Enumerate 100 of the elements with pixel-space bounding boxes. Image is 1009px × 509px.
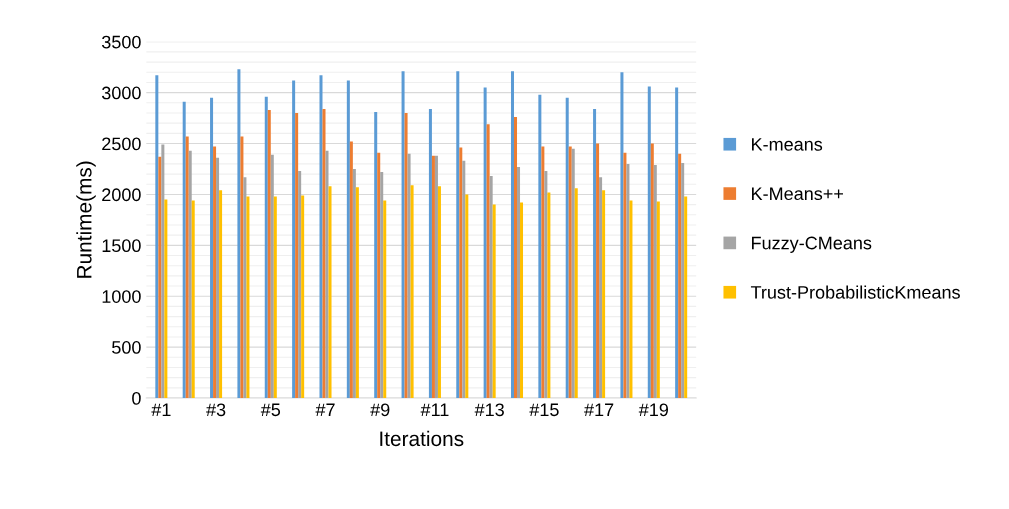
bar (459, 147, 463, 399)
y-tick-label: 3500 (101, 35, 141, 49)
bar (374, 111, 378, 399)
bar (377, 152, 381, 399)
bar (629, 200, 633, 399)
bar (325, 150, 329, 399)
bar (410, 185, 414, 399)
bar (219, 190, 223, 399)
bar (623, 152, 627, 399)
legend-label: K-Means++ (752, 187, 843, 201)
bar (599, 177, 603, 399)
bar (489, 176, 493, 399)
bar (191, 200, 195, 399)
bar (355, 187, 359, 399)
bar (544, 171, 548, 399)
bar (565, 97, 569, 399)
bar (678, 153, 682, 399)
bar (188, 150, 192, 399)
x-axis-title: Iterations (380, 430, 464, 447)
legend-label: K-means (752, 138, 823, 151)
y-axis-title: Runtime(ms) (76, 161, 96, 278)
bar (301, 195, 305, 399)
x-tick-label: #1 (151, 403, 171, 416)
bar (596, 143, 600, 399)
bar (349, 141, 353, 399)
x-tick-label: #3 (206, 403, 226, 417)
bar (407, 153, 411, 399)
bar (237, 69, 241, 399)
bar (401, 71, 405, 399)
bar (295, 113, 299, 399)
legend-label: Trust-ProbabilisticKmeans (750, 285, 960, 299)
bar (656, 201, 660, 399)
bar (246, 196, 250, 399)
bar (322, 108, 326, 399)
bar (462, 160, 466, 399)
bar (647, 86, 651, 399)
bar (161, 144, 165, 399)
bar (158, 156, 162, 399)
y-tick-label: 500 (112, 341, 141, 354)
bar (328, 186, 332, 399)
y-tick-label: 0 (132, 391, 141, 405)
bar (155, 75, 159, 399)
y-tick-label: 1500 (102, 239, 141, 253)
bar (514, 117, 518, 399)
x-tick-label: #7 (315, 403, 335, 416)
bar (547, 192, 551, 399)
bar (292, 80, 296, 399)
x-tick-label: #5 (260, 403, 281, 417)
bar (602, 190, 606, 399)
bar (653, 164, 657, 399)
bar (681, 162, 685, 399)
bar (383, 200, 387, 399)
bar (428, 108, 432, 399)
x-tick-label: #11 (420, 403, 449, 416)
bar (240, 136, 244, 399)
bar (541, 146, 545, 399)
y-tick-label: 2500 (102, 137, 141, 151)
bar (346, 80, 350, 399)
bar (574, 188, 578, 399)
bar (164, 199, 168, 399)
bar (465, 194, 469, 399)
bar (593, 108, 597, 399)
bar (216, 157, 220, 399)
bar (298, 171, 302, 399)
bar (456, 71, 460, 399)
bar (243, 177, 247, 399)
bar (185, 136, 189, 399)
bar (675, 87, 679, 399)
bar (650, 143, 654, 399)
bar (264, 96, 268, 399)
bar (273, 196, 277, 399)
bar (319, 75, 323, 399)
bar (483, 87, 487, 399)
bar (620, 72, 624, 399)
y-tick-label: 2000 (102, 188, 141, 202)
bar (492, 204, 496, 399)
bar (182, 101, 186, 399)
y-tick-label: 3000 (101, 86, 141, 100)
bar (486, 124, 490, 399)
x-tick-label: #19 (638, 403, 669, 417)
bar (437, 186, 441, 399)
y-tick-label: 1000 (102, 290, 141, 303)
bar (270, 154, 274, 399)
bar (626, 163, 630, 399)
bar (517, 166, 521, 399)
x-tick-label: #17 (584, 403, 614, 416)
x-tick-label: #9 (370, 403, 390, 417)
bar (210, 97, 214, 399)
bar (352, 168, 356, 399)
legend-label: Fuzzy-CMeans (752, 236, 872, 253)
bar (520, 202, 524, 399)
x-tick-label: #15 (529, 403, 559, 417)
bar (404, 113, 408, 399)
bar (380, 172, 384, 399)
bar (538, 94, 542, 399)
bar (684, 196, 688, 399)
bar (267, 109, 271, 399)
bar (213, 146, 217, 399)
bar (510, 71, 514, 399)
x-tick-label: #13 (474, 403, 504, 417)
